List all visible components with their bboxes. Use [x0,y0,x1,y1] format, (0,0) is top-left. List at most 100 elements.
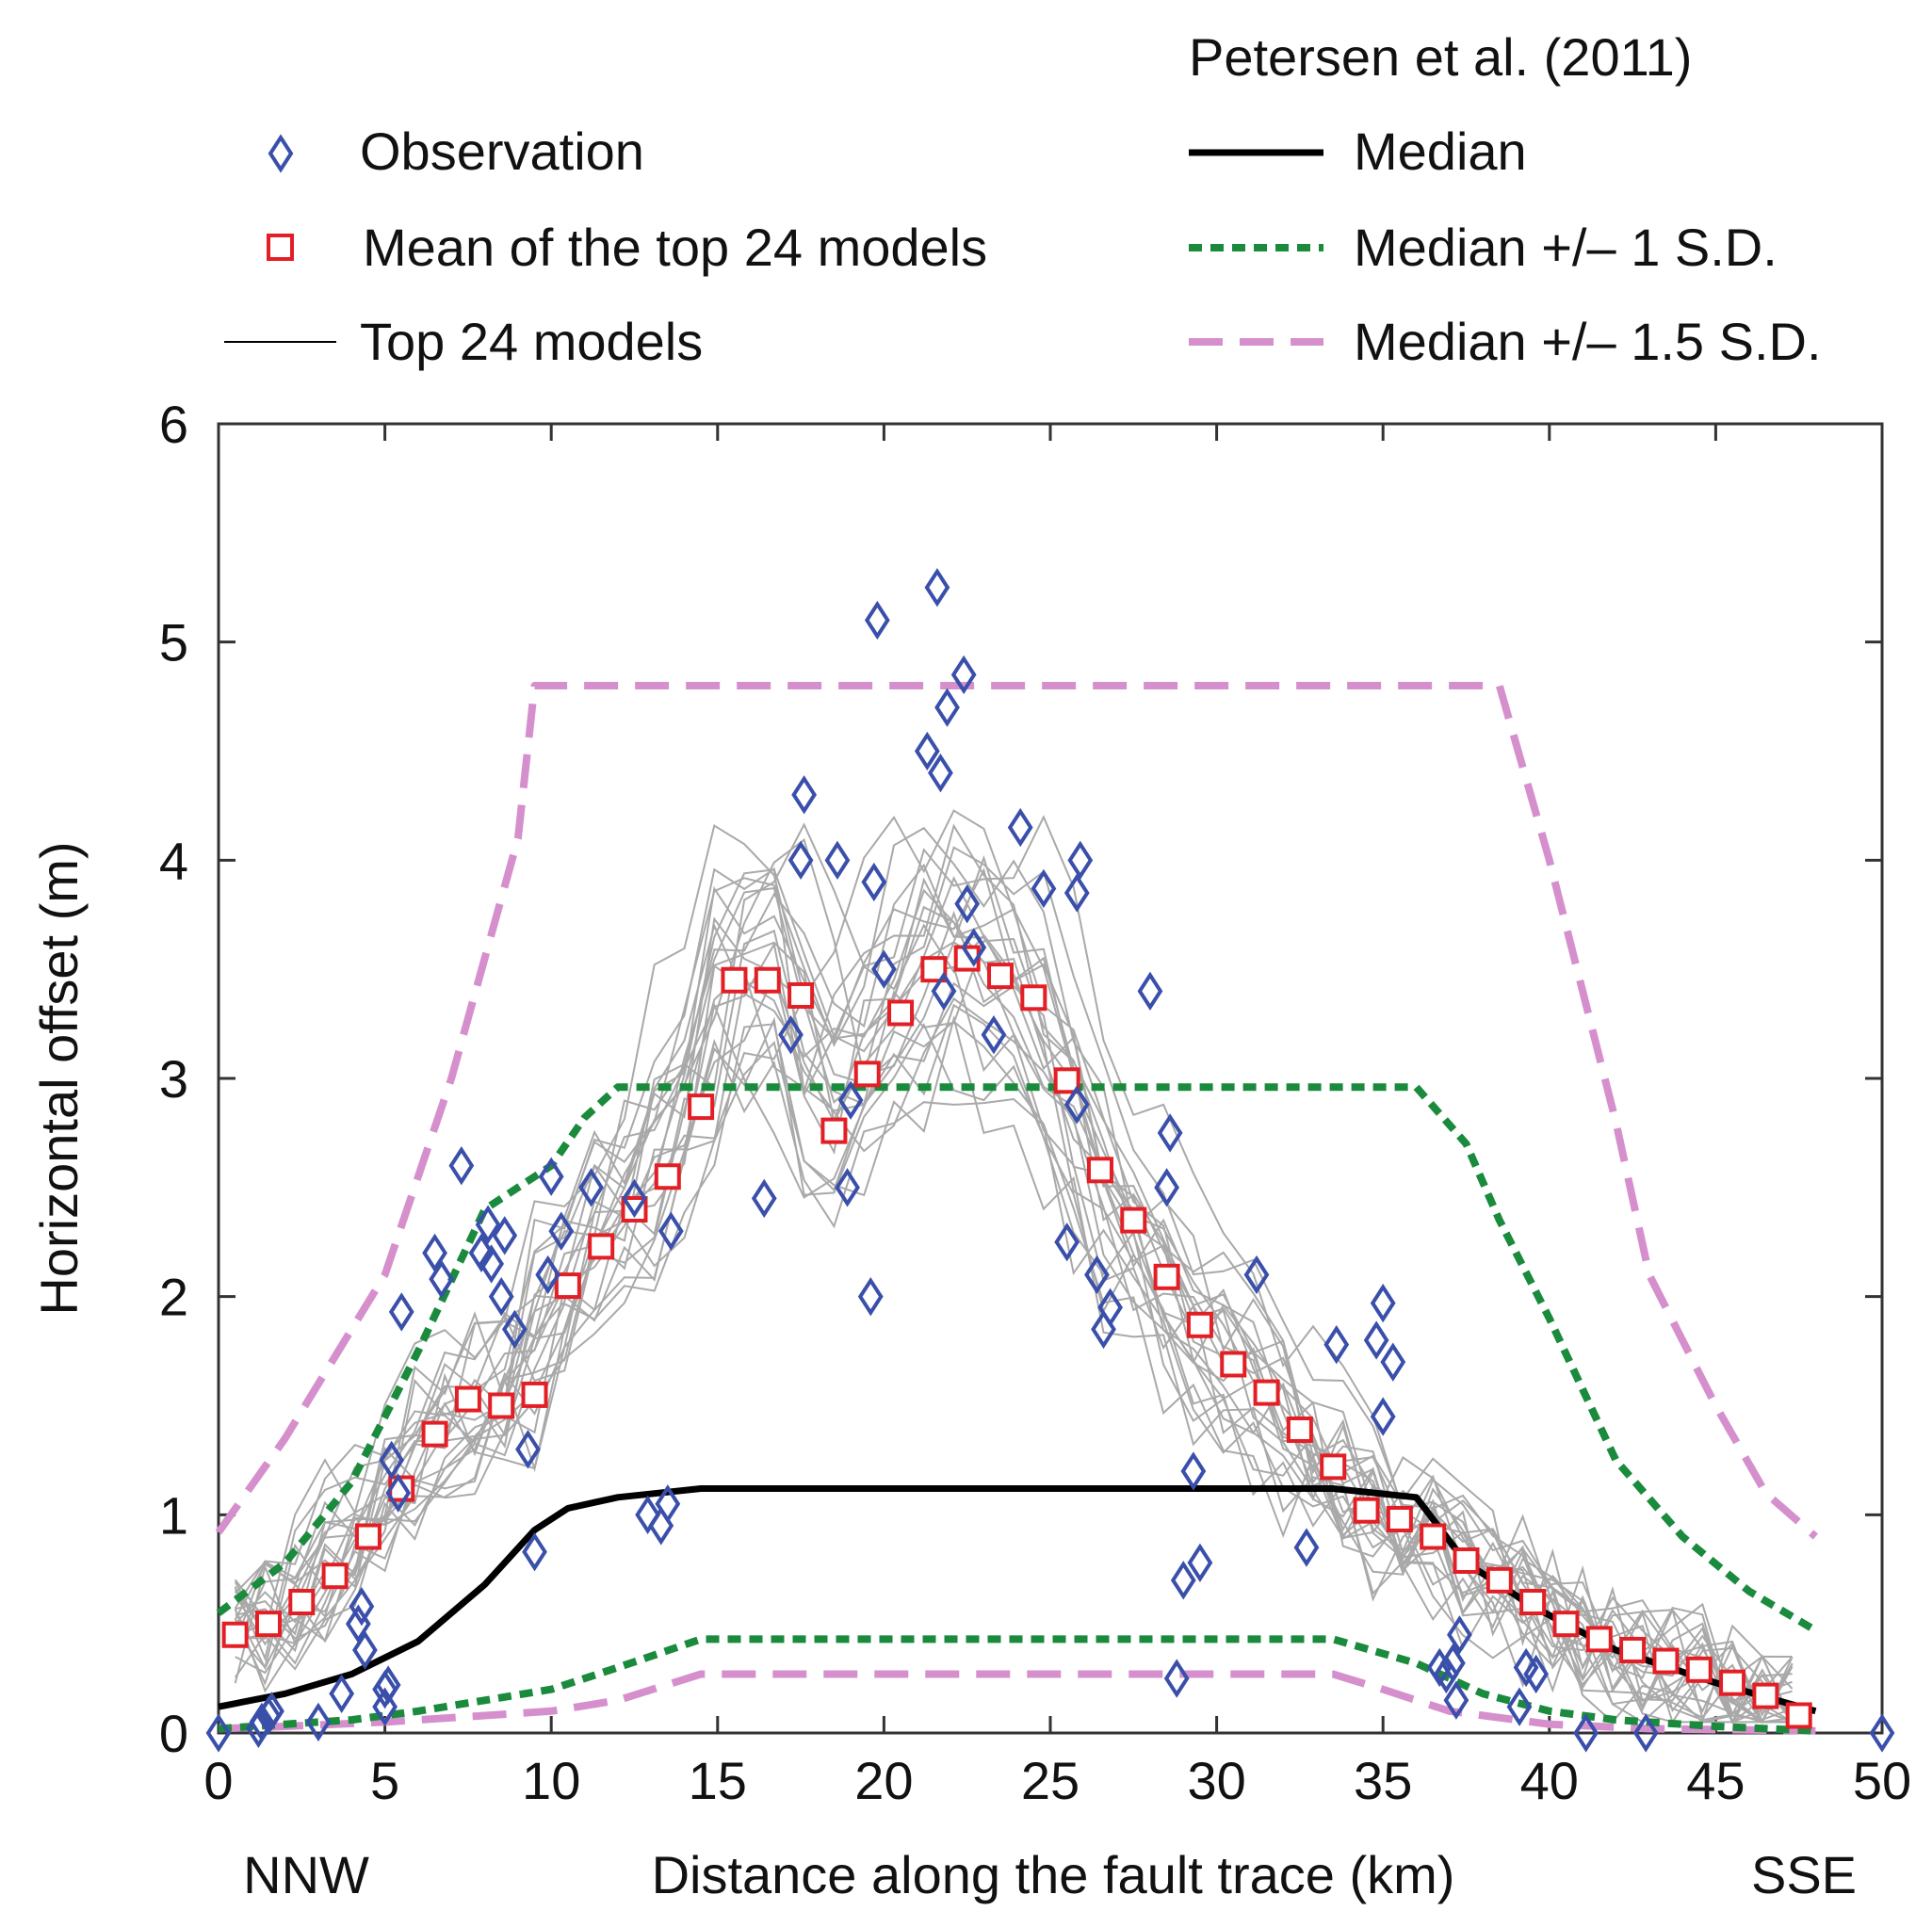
model-line [234,875,1794,1723]
observation-marker [1157,1113,1183,1153]
observation-marker [751,1178,777,1219]
observation-marker [1084,1255,1110,1295]
observation-marker [835,1168,860,1207]
mean-marker [1053,1067,1080,1094]
observation-marker [1163,1659,1190,1698]
y-tick-label: 1 [159,1485,188,1545]
observation-marker [488,1276,514,1317]
x-end-label-right: SSE [1751,1845,1857,1904]
sd1-lower-line [218,1635,1816,1735]
observation-marker [578,1168,604,1207]
observation-marker [538,1157,564,1196]
mean-marker [820,1117,848,1144]
mean-marker [688,1093,715,1121]
legend-observation-marker [268,134,294,173]
observation-marker [535,1255,561,1295]
observation-marker [1243,1255,1270,1295]
observation-marker [1180,1451,1207,1491]
observation-marker [329,1674,355,1713]
mean-marker [1453,1546,1480,1574]
mean-marker [1585,1626,1613,1653]
mean-marker [654,1163,681,1190]
observation-marker [522,1532,547,1572]
observation-marker [931,971,957,1012]
mean-marker [1719,1669,1746,1696]
mean-marker [488,1392,515,1419]
observation-marker [655,1484,681,1524]
observation-marker [429,1259,455,1299]
mean-marker [1652,1647,1680,1675]
observation-marker [1063,873,1090,913]
top-models-lines [234,809,1794,1725]
observation-marker [954,883,981,924]
x-tick-label: 25 [1021,1751,1080,1810]
observation-marker [837,1080,864,1120]
mean-marker [554,1272,581,1300]
mean-marker [1386,1505,1413,1532]
observation-marker [1054,1223,1080,1262]
mean-marker [588,1233,615,1260]
legend-mean-label: Mean of the top 24 models [363,218,987,277]
y-tick-label: 0 [159,1704,188,1763]
observation-marker [1443,1680,1469,1720]
observation-marker [388,1292,414,1332]
observation-marker [385,1473,412,1513]
x-tick-label: 5 [370,1751,399,1810]
mean-markers [221,945,1812,1729]
mean-marker [1320,1453,1347,1481]
model-line [235,838,1794,1724]
sd1-upper-line [216,1083,1818,1634]
mean-marker [454,1385,481,1413]
observation-marker [1187,1543,1213,1582]
observation-marker [1447,1615,1472,1655]
legend: Observation Mean of the top 24 models To… [224,27,1822,371]
observation-marker [791,775,818,815]
mean-marker [1153,1263,1180,1290]
mean-marker [321,1563,349,1590]
y-tick-label: 6 [159,395,188,454]
mean-marker [354,1523,382,1550]
observation-marker [928,753,953,793]
observation-marker [479,1244,505,1284]
mean-marker [1353,1497,1380,1524]
observation-marker [1323,1324,1350,1365]
observation-marker [861,862,887,902]
observation-marker [1370,1283,1396,1323]
observation-marker [1154,1168,1180,1207]
observation-marker [352,1630,378,1670]
mean-marker [1420,1523,1447,1550]
legend-models-label: Top 24 models [360,312,703,371]
observation-marker [1031,868,1057,909]
observation-marker [1363,1320,1389,1360]
observation-marker [501,1309,528,1350]
mean-marker [1486,1566,1513,1594]
mean-marker [887,999,915,1027]
observation-markers [205,568,1895,1753]
observation-marker [305,1702,332,1742]
mean-marker [1020,984,1047,1012]
model-line [235,930,1793,1724]
observation-marker [468,1233,495,1273]
mean-marker [421,1420,448,1448]
legend-observation-label: Observation [360,121,644,181]
sd15-lines [215,682,1819,1735]
y-tick-label: 4 [159,831,188,890]
observation-marker [824,840,851,881]
observation-marker [375,1665,401,1705]
observation-marker [1513,1647,1539,1688]
observation-marker [787,840,814,881]
mean-marker [221,1621,249,1648]
observation-marker [934,688,960,727]
observation-marker [1426,1647,1453,1688]
mean-marker [853,1061,881,1088]
model-line [234,809,1793,1703]
y-axis-label: Horizontal offset (m) [29,841,89,1315]
observation-marker [492,1216,518,1255]
observation-marker [981,1014,1007,1055]
observation-marker [914,731,940,771]
sd1-lines [216,1083,1818,1735]
model-line [235,1003,1793,1724]
observation-marker [1137,971,1163,1012]
